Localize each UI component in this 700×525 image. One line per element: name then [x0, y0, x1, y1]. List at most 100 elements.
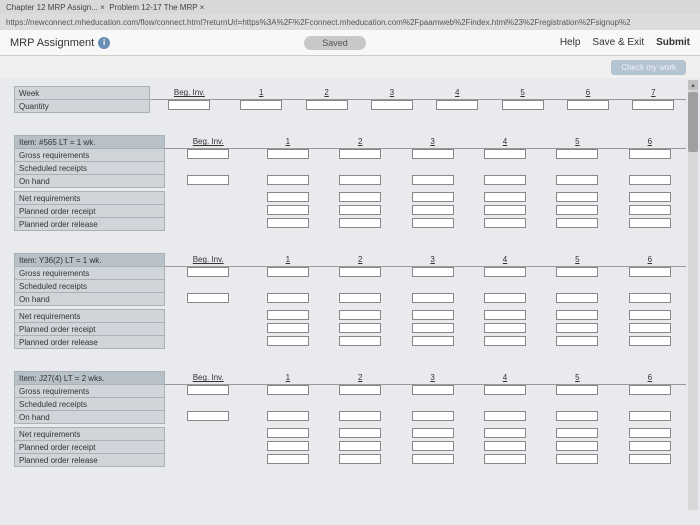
mrp-input[interactable]: [267, 267, 309, 277]
mrp-input[interactable]: [629, 385, 671, 395]
mrp-input[interactable]: [267, 336, 309, 346]
mrp-input[interactable]: [339, 267, 381, 277]
mrp-input[interactable]: [187, 385, 229, 395]
mrp-input[interactable]: [267, 454, 309, 464]
mrp-input[interactable]: [412, 323, 454, 333]
mrp-input[interactable]: [187, 267, 229, 277]
qty-input[interactable]: [502, 100, 544, 110]
mrp-input[interactable]: [339, 441, 381, 451]
mrp-input[interactable]: [187, 293, 229, 303]
scroll-up-icon[interactable]: ▴: [688, 80, 698, 90]
scroll-thumb[interactable]: [688, 92, 698, 152]
mrp-input[interactable]: [267, 218, 309, 228]
save-exit-link[interactable]: Save & Exit: [592, 37, 644, 48]
mrp-input[interactable]: [484, 149, 526, 159]
mrp-input[interactable]: [484, 267, 526, 277]
mrp-input[interactable]: [484, 428, 526, 438]
mrp-input[interactable]: [339, 205, 381, 215]
mrp-input[interactable]: [484, 336, 526, 346]
mrp-input[interactable]: [339, 323, 381, 333]
check-work-button[interactable]: Check my work: [611, 60, 686, 75]
mrp-input[interactable]: [556, 441, 598, 451]
mrp-input[interactable]: [556, 175, 598, 185]
mrp-input[interactable]: [267, 293, 309, 303]
mrp-input[interactable]: [339, 336, 381, 346]
mrp-input[interactable]: [556, 454, 598, 464]
mrp-input[interactable]: [556, 192, 598, 202]
mrp-input[interactable]: [484, 175, 526, 185]
mrp-input[interactable]: [629, 149, 671, 159]
mrp-input[interactable]: [187, 149, 229, 159]
info-icon[interactable]: i: [98, 37, 110, 49]
tab-1[interactable]: Chapter 12 MRP Assign... ×: [6, 3, 105, 12]
mrp-input[interactable]: [629, 205, 671, 215]
mrp-input[interactable]: [556, 205, 598, 215]
mrp-input[interactable]: [412, 293, 454, 303]
mrp-input[interactable]: [339, 293, 381, 303]
help-link[interactable]: Help: [560, 37, 581, 48]
mrp-input[interactable]: [629, 336, 671, 346]
mrp-input[interactable]: [556, 336, 598, 346]
mrp-input[interactable]: [484, 218, 526, 228]
mrp-input[interactable]: [556, 323, 598, 333]
mrp-input[interactable]: [412, 441, 454, 451]
mrp-input[interactable]: [629, 310, 671, 320]
mrp-input[interactable]: [556, 411, 598, 421]
mrp-input[interactable]: [267, 192, 309, 202]
mrp-input[interactable]: [412, 310, 454, 320]
qty-input[interactable]: [240, 100, 282, 110]
mrp-input[interactable]: [412, 385, 454, 395]
mrp-input[interactable]: [187, 411, 229, 421]
mrp-input[interactable]: [339, 175, 381, 185]
mrp-input[interactable]: [267, 175, 309, 185]
qty-input[interactable]: [371, 100, 413, 110]
mrp-input[interactable]: [267, 323, 309, 333]
mrp-input[interactable]: [412, 149, 454, 159]
mrp-input[interactable]: [629, 323, 671, 333]
mrp-input[interactable]: [267, 428, 309, 438]
tab-2[interactable]: Problem 12-17 The MRP ×: [109, 3, 204, 12]
mrp-input[interactable]: [556, 293, 598, 303]
mrp-input[interactable]: [339, 218, 381, 228]
mrp-input[interactable]: [556, 218, 598, 228]
mrp-input[interactable]: [484, 205, 526, 215]
mrp-input[interactable]: [556, 428, 598, 438]
qty-input[interactable]: [168, 100, 210, 110]
mrp-input[interactable]: [412, 411, 454, 421]
mrp-input[interactable]: [339, 385, 381, 395]
mrp-input[interactable]: [556, 310, 598, 320]
mrp-input[interactable]: [484, 293, 526, 303]
mrp-input[interactable]: [629, 218, 671, 228]
mrp-input[interactable]: [484, 310, 526, 320]
mrp-input[interactable]: [267, 149, 309, 159]
mrp-input[interactable]: [629, 441, 671, 451]
mrp-input[interactable]: [629, 267, 671, 277]
mrp-input[interactable]: [339, 428, 381, 438]
mrp-input[interactable]: [484, 323, 526, 333]
mrp-input[interactable]: [339, 149, 381, 159]
mrp-input[interactable]: [629, 293, 671, 303]
mrp-input[interactable]: [556, 385, 598, 395]
mrp-input[interactable]: [267, 385, 309, 395]
mrp-input[interactable]: [267, 411, 309, 421]
url-bar[interactable]: https://newconnect.mheducation.com/flow/…: [0, 14, 700, 30]
mrp-input[interactable]: [484, 192, 526, 202]
mrp-input[interactable]: [187, 175, 229, 185]
qty-input[interactable]: [306, 100, 348, 110]
mrp-input[interactable]: [484, 441, 526, 451]
mrp-input[interactable]: [412, 192, 454, 202]
mrp-input[interactable]: [629, 454, 671, 464]
mrp-input[interactable]: [629, 192, 671, 202]
mrp-input[interactable]: [484, 454, 526, 464]
mrp-input[interactable]: [412, 218, 454, 228]
scrollbar[interactable]: ▴: [688, 80, 698, 510]
qty-input[interactable]: [436, 100, 478, 110]
mrp-input[interactable]: [629, 428, 671, 438]
mrp-input[interactable]: [412, 267, 454, 277]
mrp-input[interactable]: [556, 267, 598, 277]
mrp-input[interactable]: [412, 454, 454, 464]
mrp-input[interactable]: [339, 454, 381, 464]
mrp-input[interactable]: [412, 428, 454, 438]
submit-button[interactable]: Submit: [656, 37, 690, 48]
qty-input[interactable]: [632, 100, 674, 110]
